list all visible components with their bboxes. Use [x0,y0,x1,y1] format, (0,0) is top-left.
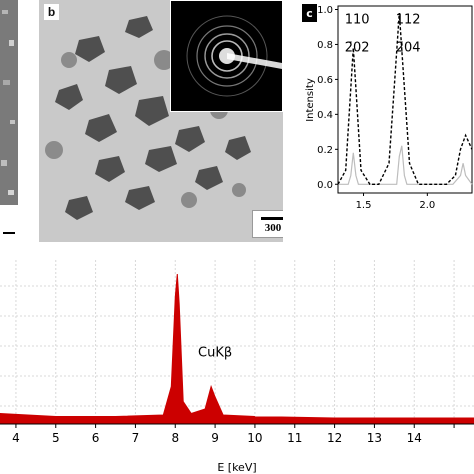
panel-label-c-bg [302,4,317,22]
y-tick-label: 1.0 [317,5,333,16]
x-tick-label: 8 [171,431,179,445]
intensity-chart: c Intensity 0.0 0.2 0.4 0.6 0.8 1.0 1.5 2.0 110… [302,4,473,211]
x-tick-label: 9 [211,431,219,445]
peak-label: CuKβ [198,346,232,361]
y-tick-label: 0.0 [317,180,333,191]
peak-index-label: 2̄02 [345,40,370,55]
spectrum-area [0,273,474,425]
y-tick-label: 0.6 [317,75,333,86]
peak-index-label: 112 [396,12,421,27]
y-tick-label: 0.4 [317,110,333,121]
x-tick-label: 1.5 [356,200,372,211]
x-tick-label: 2.0 [419,200,435,211]
x-tick-label: 10 [247,431,262,445]
x-tick-label: 14 [407,431,422,445]
gray-profile-line [338,145,473,185]
edx-chart: 4 5 6 7 8 9 10 11 12 13 14 CuKα CuKβ E [keV] [0,256,474,474]
y-tick-label: 0.2 [317,145,333,156]
x-tick-label: 7 [132,431,140,445]
scale-bar-line [261,217,283,220]
y-tick-label: 0.8 [317,40,333,51]
scale-bar-label: 300 nm [264,222,283,234]
panel-label-b: b [44,4,59,20]
x-tick-label: 6 [92,431,100,445]
peak-index-label: 2̄04 [396,40,421,55]
dashed-profile-line [337,12,473,185]
plot-frame [337,5,473,194]
peak-index-label: 110 [345,12,370,27]
x-tick-label: 4 [12,431,20,445]
sem-image-fragment [0,0,18,242]
saed-inset [170,0,283,112]
scale-bar: 300 nm [252,210,283,238]
edx-spectrum-panel: 4 5 6 7 8 9 10 11 12 13 14 CuKα CuKβ E [keV] [0,256,474,474]
peak-label: CuKα [160,256,194,260]
intensity-profile-panel: c Intensity 0.0 0.2 0.4 0.6 0.8 1.0 1.5 2.0 110… [302,0,474,242]
x-tick-label: 12 [327,431,342,445]
y-axis-label: Intensity [305,78,316,122]
x-axis-label: E [keV] [217,461,256,474]
tem-image-panel: b 300 nm [39,0,283,242]
saed-pattern [186,15,282,97]
x-tick-label: 13 [367,431,382,445]
x-tick-label: 5 [52,431,60,445]
tem-particles [45,16,251,220]
x-tick-label: 11 [287,431,302,445]
panel-label-c: c [306,7,313,20]
sem-texture [0,10,18,242]
